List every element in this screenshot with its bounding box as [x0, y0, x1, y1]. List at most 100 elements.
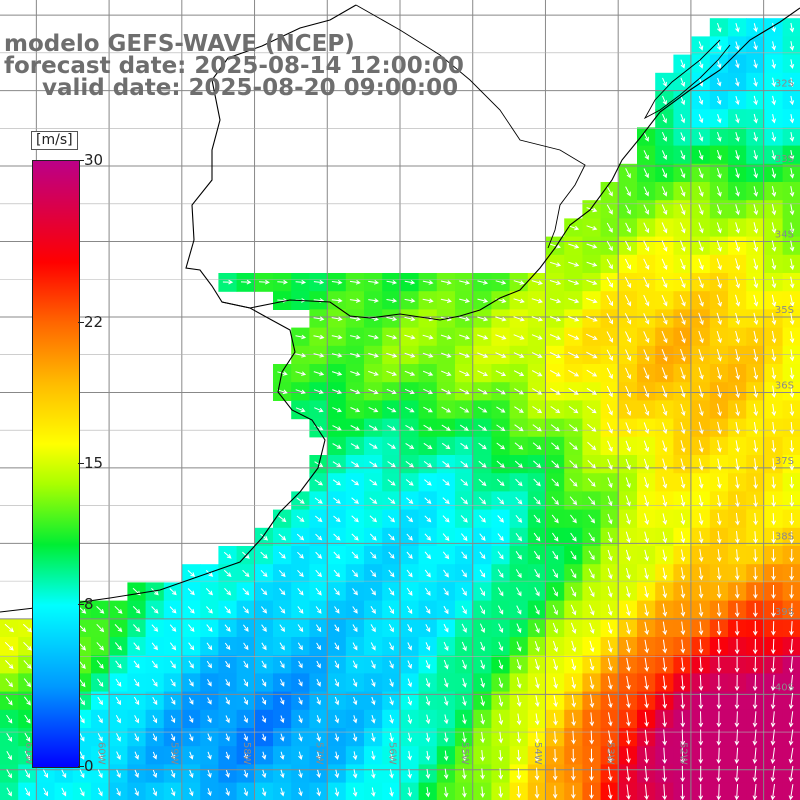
- wind-arrow: [549, 280, 562, 285]
- wind-arrow: [406, 605, 413, 615]
- wind-arrow: [298, 697, 303, 705]
- wind-arrow: [6, 769, 12, 779]
- wind-arrow: [789, 494, 795, 508]
- forecast-date-label: forecast date: 2025-08-14 12:00:00: [4, 53, 464, 79]
- wind-arrow: [277, 279, 288, 285]
- wind-arrow: [496, 460, 505, 468]
- wind-arrow: [735, 77, 740, 87]
- wind-arrow: [587, 478, 596, 487]
- wind-arrow: [459, 316, 471, 322]
- wind-arrow: [550, 387, 561, 395]
- wind-arrow: [735, 330, 740, 344]
- wind-arrow: [752, 674, 758, 692]
- wind-arrow: [388, 551, 395, 559]
- wind-arrow: [662, 729, 667, 746]
- wind-arrow: [207, 751, 212, 760]
- wind-arrow: [771, 41, 776, 51]
- wind-arrow: [188, 697, 194, 705]
- wind-arrow: [443, 786, 449, 798]
- wind-arrow: [570, 586, 577, 598]
- wind-arrow: [296, 533, 305, 541]
- wind-arrow: [332, 407, 342, 413]
- wind-arrow: [331, 279, 343, 285]
- wind-arrow: [716, 729, 722, 746]
- lon-label: 61W: [23, 742, 34, 765]
- wind-arrow: [296, 515, 305, 523]
- wind-arrow: [114, 642, 122, 651]
- wind-arrow: [551, 478, 560, 487]
- wind-arrow: [771, 566, 776, 581]
- wind-arrow: [169, 642, 177, 651]
- wind-arrow: [789, 41, 795, 51]
- wind-arrow: [352, 787, 358, 797]
- wind-arrow: [370, 642, 376, 651]
- wind-arrow: [644, 476, 649, 489]
- wind-arrow: [389, 714, 394, 724]
- wind-arrow: [461, 623, 467, 633]
- wind-arrow: [716, 258, 722, 271]
- wind-arrow: [79, 714, 85, 724]
- wind-arrow: [587, 441, 597, 451]
- wind-arrow: [552, 622, 558, 634]
- wind-arrow: [422, 352, 434, 358]
- wind-arrow: [624, 258, 631, 270]
- wind-arrow: [753, 222, 759, 234]
- wind-arrow: [644, 639, 649, 654]
- wind-arrow: [405, 479, 414, 486]
- wind-arrow: [496, 424, 506, 432]
- wind-arrow: [753, 385, 759, 399]
- wind-arrow: [24, 714, 31, 724]
- wind-arrow: [586, 387, 597, 395]
- wind-arrow: [570, 748, 576, 763]
- wind-arrow: [716, 186, 722, 197]
- wind-arrow: [443, 768, 449, 780]
- wind-arrow: [587, 423, 597, 432]
- wind-arrow: [608, 712, 613, 727]
- wind-arrow: [480, 750, 485, 762]
- wind-arrow: [334, 769, 340, 779]
- wind-arrow: [516, 749, 522, 762]
- wind-arrow: [588, 532, 595, 542]
- wind-arrow: [734, 638, 740, 655]
- wind-arrow: [497, 515, 504, 523]
- wind-arrow: [551, 442, 560, 450]
- lat-label: 38S: [775, 531, 794, 542]
- wind-arrow: [789, 22, 795, 33]
- wind-arrow: [662, 639, 668, 654]
- wind-arrow: [698, 330, 704, 344]
- wind-arrow: [680, 458, 686, 471]
- wind-arrow: [753, 258, 759, 271]
- wind-arrow: [717, 440, 722, 453]
- wind-arrow: [423, 406, 433, 413]
- wind-arrow: [698, 77, 704, 87]
- wind-arrow: [515, 514, 523, 523]
- wind-arrow: [771, 258, 777, 271]
- wind-arrow: [589, 604, 595, 616]
- wind-arrow: [570, 568, 577, 579]
- wind-arrow: [516, 767, 522, 781]
- wind-arrow: [189, 751, 194, 760]
- wind-arrow: [568, 279, 580, 285]
- lagoon-outline: [643, 39, 731, 120]
- wind-arrow: [607, 422, 613, 434]
- wind-arrow: [661, 240, 668, 252]
- wind-arrow: [261, 678, 267, 687]
- wind-arrow: [717, 494, 722, 508]
- wind-arrow: [462, 732, 467, 743]
- wind-arrow: [462, 659, 467, 670]
- wind-arrow: [661, 294, 668, 307]
- wind-arrow: [716, 638, 722, 655]
- wind-arrow: [606, 385, 613, 398]
- wind-arrow: [753, 585, 758, 599]
- wind-arrow: [698, 150, 704, 161]
- wind-arrow: [643, 458, 649, 471]
- wind-arrow: [662, 765, 667, 783]
- wind-arrow: [789, 77, 795, 88]
- wind-arrow: [698, 222, 704, 234]
- wind-arrow: [607, 784, 613, 800]
- wind-arrow: [552, 731, 558, 745]
- wind-arrow: [333, 533, 341, 541]
- wind-arrow: [206, 606, 213, 614]
- wind-arrow: [133, 678, 140, 687]
- wind-arrow: [349, 316, 361, 322]
